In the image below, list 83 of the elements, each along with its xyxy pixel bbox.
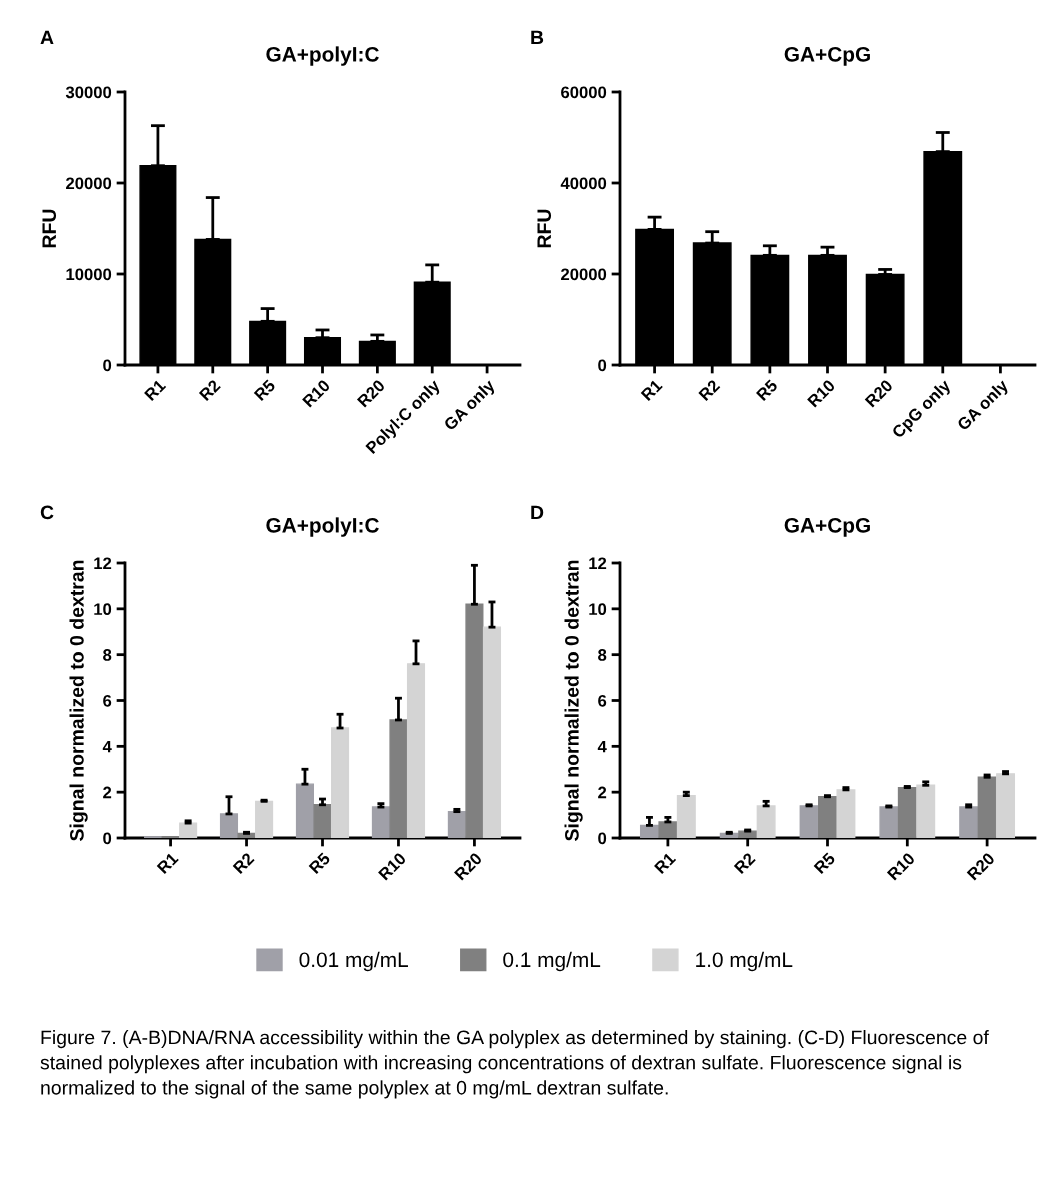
text: D	[531, 505, 544, 520]
x-tick-label: R10	[886, 851, 916, 881]
legend-label: 0.1 mg/mL	[503, 951, 601, 972]
bar	[389, 719, 408, 838]
x-tick-label: R5	[308, 851, 331, 875]
x-tick-label: R20	[966, 851, 996, 881]
x-tick-label: R20	[864, 378, 894, 408]
y-tick-label: 2	[598, 786, 607, 799]
y-axis-title: RFU	[537, 209, 552, 248]
bar	[255, 800, 274, 838]
y-tick-label: 2	[103, 786, 112, 799]
text: C	[40, 505, 54, 520]
bar	[658, 821, 678, 838]
y-tick-label: 6	[598, 694, 607, 707]
y-tick-label: 12	[589, 557, 607, 570]
x-tick-label: R2	[698, 378, 721, 402]
bar	[977, 776, 997, 838]
y-tick-label: 8	[103, 649, 112, 661]
y-tick-label: 20000	[561, 268, 607, 281]
chart-title: GA+CpG	[784, 46, 870, 66]
y-axis-title: Signal normalized to 0 dextran	[564, 560, 583, 841]
y-tick-label: 0	[598, 832, 607, 845]
y-axis-title: RFU	[42, 209, 57, 248]
y-tick-label: 60000	[561, 86, 607, 99]
bar	[836, 789, 856, 838]
y-tick-label: 6	[103, 694, 112, 707]
x-tick-label: R5	[756, 378, 779, 402]
bar	[371, 806, 390, 838]
bar	[639, 824, 659, 838]
x-tick-label: R20	[453, 851, 483, 881]
bar	[879, 806, 899, 838]
text: A	[40, 30, 54, 45]
bar	[313, 804, 332, 838]
x-tick-label: R2	[198, 378, 221, 402]
bar	[916, 784, 936, 838]
y-tick-label: 40000	[560, 177, 607, 190]
bar	[219, 813, 239, 838]
bar	[447, 810, 466, 838]
bar	[465, 603, 484, 838]
legend-label: 1.0 mg/mL	[696, 951, 793, 972]
x-tick-label: R10	[806, 378, 836, 408]
bar	[756, 805, 776, 838]
bar	[295, 783, 315, 838]
y-tick-label: 8	[598, 649, 607, 661]
bar	[959, 806, 979, 838]
bar	[676, 794, 696, 838]
y-tick-label: 4	[102, 740, 112, 753]
x-tick-label: R20	[356, 378, 386, 408]
y-tick-label: 0	[598, 359, 607, 372]
x-tick-label: R5	[253, 378, 276, 402]
bar	[818, 796, 837, 838]
text: B	[531, 30, 544, 45]
bar	[799, 805, 819, 838]
y-tick-label: 4	[597, 740, 607, 753]
y-tick-label: 10	[94, 603, 112, 616]
x-tick-label: R1	[640, 378, 663, 402]
y-tick-label: 30000	[65, 86, 112, 99]
x-tick-label: R2	[232, 851, 255, 875]
x-tick-label: R10	[377, 851, 407, 881]
bar	[330, 727, 350, 838]
bar	[179, 822, 198, 838]
chart-title: GA+polyI:C	[266, 517, 379, 537]
chart-title: GA+CpG	[784, 517, 870, 537]
y-tick-label: 20000	[66, 177, 112, 190]
chart-title: GA+polyI:C	[266, 46, 379, 66]
y-axis-title: Signal normalized to 0 dextran	[69, 560, 88, 841]
x-tick-label: R5	[813, 851, 836, 875]
y-tick-label: 12	[94, 557, 112, 570]
bar	[897, 786, 917, 838]
bar	[482, 626, 502, 838]
y-tick-label: 10	[589, 603, 607, 616]
caption: Figure 7. (A-B)DNA/RNA accessibility within the GA polyplex as determined by staining. (C-D) Fluorescence of stained polyplexes after incubation with increasing concentrations of dextran sulfate. Fluorescence signal is normalized to the signal of the same polyplex at 0 mg/mL dextran sulfate.	[40, 1030, 989, 1099]
y-tick-label: 0	[103, 832, 112, 845]
x-tick-label: R1	[654, 851, 677, 875]
x-tick-label: R1	[144, 378, 167, 402]
y-tick-label: 0	[103, 359, 112, 372]
legend-label: 0.01 mg/mL	[299, 951, 408, 972]
x-tick-label: R2	[733, 851, 756, 875]
bar	[996, 773, 1016, 838]
y-tick-label: 10000	[66, 268, 112, 281]
bar	[406, 663, 426, 838]
x-tick-label: R1	[156, 851, 179, 875]
x-tick-label: R10	[301, 378, 331, 408]
